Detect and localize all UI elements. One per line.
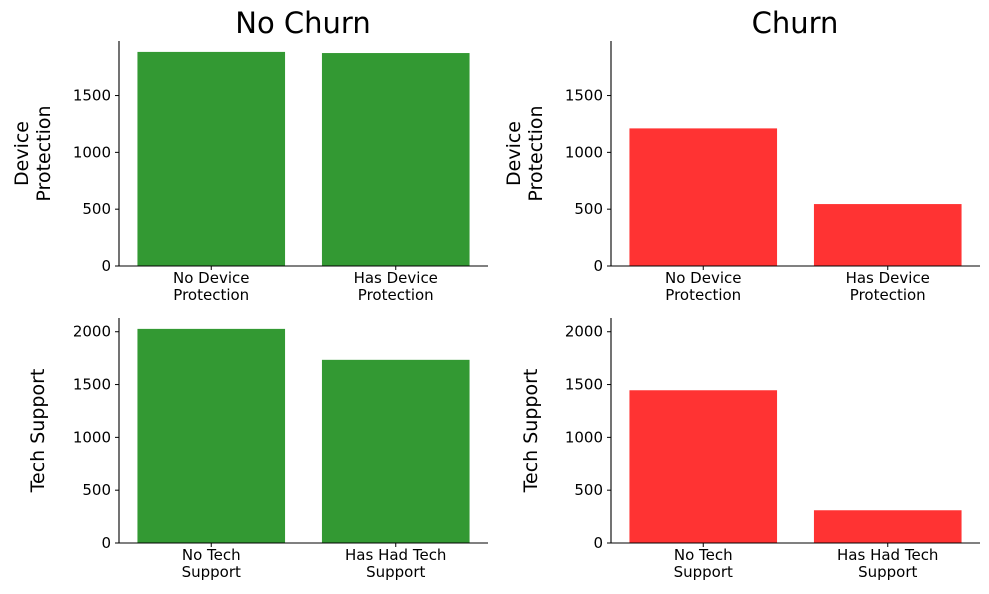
- y-axis-label-bottom-right: Tech Support: [520, 369, 542, 494]
- y-tick-label-top-right-1500: 1500: [565, 87, 603, 105]
- y-tick-label-top-left-1500: 1500: [73, 87, 111, 105]
- y-tick-label-bottom-left-1000: 1000: [73, 428, 111, 446]
- x-tick-label-top-right-2: Has Device Protection: [846, 269, 930, 304]
- y-tick-label-bottom-right-1000: 1000: [565, 428, 603, 446]
- y-tick-label-bottom-left-500: 500: [82, 481, 111, 499]
- y-tick-label-bottom-right-2000: 2000: [565, 323, 603, 341]
- bar-bottom-right-2: [813, 510, 962, 543]
- y-tick-label-bottom-right-0: 0: [593, 534, 603, 552]
- y-tick-label-bottom-left-1500: 1500: [73, 376, 111, 394]
- y-tick-label-bottom-left-0: 0: [101, 534, 111, 552]
- x-tick-label-bottom-right-1: No Tech Support: [674, 546, 733, 581]
- bar-bottom-left-2: [321, 359, 470, 543]
- y-axis-label-bottom-left: Tech Support: [27, 369, 49, 494]
- x-tick-label-bottom-left-2: Has Had Tech Support: [345, 546, 446, 581]
- y-axis-label-top-right: DeviceProtection: [503, 105, 547, 201]
- bar-top-right-1: [629, 128, 778, 266]
- y-tick-label-top-left-500: 500: [82, 200, 111, 218]
- y-tick-label-top-right-0: 0: [593, 257, 603, 275]
- bar-top-left-2: [321, 53, 470, 266]
- y-tick-label-top-right-500: 500: [574, 200, 603, 218]
- x-tick-label-top-left-2: Has Device Protection: [354, 269, 438, 304]
- x-tick-label-top-left-1: No Device Protection: [173, 269, 249, 304]
- bar-top-right-2: [813, 204, 962, 266]
- x-tick-label-bottom-left-1: No Tech Support: [182, 546, 241, 581]
- y-tick-label-top-left-1000: 1000: [73, 143, 111, 161]
- y-tick-label-bottom-left-2000: 2000: [73, 323, 111, 341]
- bar-bottom-left-1: [137, 328, 286, 543]
- y-tick-label-bottom-right-500: 500: [574, 481, 603, 499]
- panel-title-no-churn: No Churn: [235, 6, 370, 40]
- y-tick-label-top-left-0: 0: [101, 257, 111, 275]
- x-tick-label-top-right-1: No Device Protection: [665, 269, 741, 304]
- x-tick-label-bottom-right-2: Has Had Tech Support: [837, 546, 938, 581]
- bar-top-left-1: [137, 51, 286, 267]
- y-tick-label-bottom-right-1500: 1500: [565, 376, 603, 394]
- bar-bottom-right-1: [629, 390, 778, 543]
- y-tick-label-top-right-1000: 1000: [565, 143, 603, 161]
- panel-title-churn: Churn: [752, 6, 839, 40]
- y-axis-label-top-left: DeviceProtection: [11, 105, 55, 201]
